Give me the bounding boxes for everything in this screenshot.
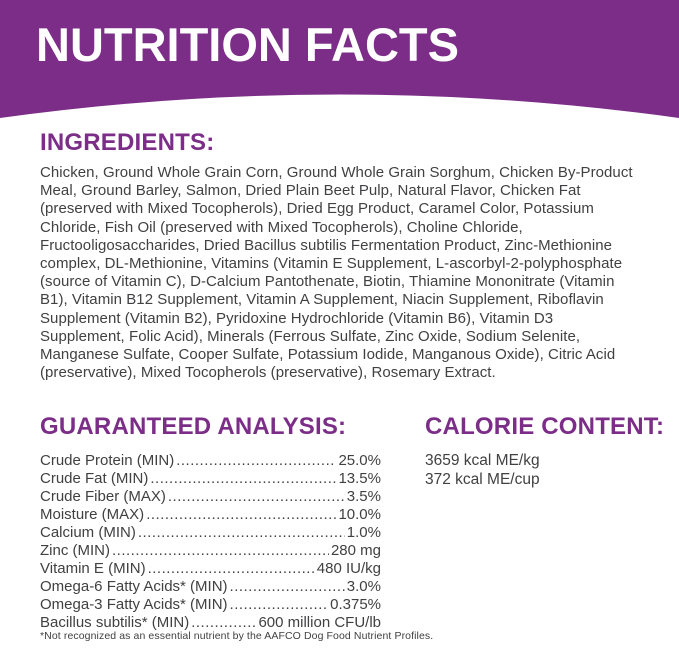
analysis-row-label: Vitamin E (MIN) (40, 559, 146, 577)
banner-curve-shape (0, 0, 679, 118)
calorie-per-kg: 3659 kcal ME/kg (425, 452, 540, 470)
ingredients-text: Chicken, Ground Whole Grain Corn, Ground… (40, 164, 633, 382)
analysis-row: Calcium (MIN) 1.0% (40, 524, 381, 542)
analysis-row-label: Calcium (MIN) (40, 524, 136, 542)
analysis-row-value: 25.0% (338, 452, 381, 470)
ingredients-heading: INGREDIENTS: (40, 129, 215, 156)
guaranteed-analysis-heading: GUARANTEED ANALYSIS: (40, 413, 347, 441)
analysis-row-label: Zinc (MIN) (40, 541, 110, 559)
banner: NUTRITION FACTS (0, 0, 679, 120)
dot-leader (230, 596, 329, 614)
dot-leader (150, 470, 336, 488)
analysis-row-label: Bacillus subtilis* (MIN) (40, 613, 190, 631)
analysis-row-value: 0.375% (330, 595, 381, 613)
analysis-row: Crude Fat (MIN) 13.5% (40, 470, 381, 488)
analysis-row-value: 10.0% (338, 506, 381, 524)
analysis-row-label: Crude Fat (MIN) (40, 470, 149, 488)
analysis-row-value: 280 mg (330, 541, 381, 559)
analysis-row: Crude Protein (MIN) 25.0% (40, 452, 381, 470)
calorie-per-cup: 372 kcal ME/cup (425, 471, 540, 489)
analysis-columns: GUARANTEED ANALYSIS: Crude Protein (MIN)… (40, 413, 664, 631)
analysis-row-label: Omega-3 Fatty Acids* (MIN) (40, 595, 228, 613)
analysis-row-value: 480 IU/kg (316, 559, 381, 577)
analysis-row: Bacillus subtilis* (MIN) 600 million CFU… (40, 614, 381, 632)
dot-leader (112, 542, 329, 560)
label-body: INGREDIENTS: Chicken, Ground Whole Grain… (0, 129, 679, 632)
guaranteed-analysis-section: GUARANTEED ANALYSIS: Crude Protein (MIN)… (40, 413, 381, 631)
dot-leader (230, 578, 345, 596)
ingredients-section: INGREDIENTS: Chicken, Ground Whole Grain… (40, 129, 639, 382)
dot-leader (176, 452, 336, 470)
analysis-row-label: Omega-6 Fatty Acids* (MIN) (40, 577, 228, 595)
analysis-row: Omega-3 Fatty Acids* (MIN) 0.375% (40, 596, 381, 614)
analysis-row-value: 3.5% (346, 488, 381, 506)
analysis-row-label: Moisture (MAX) (40, 506, 145, 524)
calorie-content-section: CALORIE CONTENT: 3659 kcal ME/kg 372 kca… (425, 413, 664, 489)
dot-leader (148, 560, 315, 578)
analysis-row-value: 600 million CFU/lb (258, 613, 381, 631)
analysis-row: Crude Fiber (MAX) 3.5% (40, 488, 381, 506)
analysis-row-label: Crude Protein (MIN) (40, 452, 175, 470)
calorie-content-heading: CALORIE CONTENT: (425, 413, 665, 441)
analysis-row-value: 3.0% (346, 577, 381, 595)
analysis-row-value: 13.5% (338, 470, 381, 488)
analysis-row: Omega-6 Fatty Acids* (MIN) 3.0% (40, 578, 381, 596)
analysis-row: Moisture (MAX) 10.0% (40, 506, 381, 524)
page-title: NUTRITION FACTS (36, 18, 459, 71)
analysis-row: Vitamin E (MIN) 480 IU/kg (40, 560, 381, 578)
analysis-row-label: Crude Fiber (MAX) (40, 488, 166, 506)
aafco-footnote: *Not recognized as an essential nutrient… (40, 630, 434, 642)
dot-leader (138, 524, 345, 542)
analysis-row-value: 1.0% (346, 524, 381, 542)
dot-leader (168, 488, 345, 506)
dot-leader (146, 506, 336, 524)
calorie-content-values: 3659 kcal ME/kg 372 kcal ME/cup (425, 451, 664, 489)
dot-leader (191, 614, 256, 632)
analysis-row: Zinc (MIN) 280 mg (40, 542, 381, 560)
guaranteed-analysis-table: Crude Protein (MIN) 25.0% Crude Fat (MIN… (40, 452, 381, 631)
